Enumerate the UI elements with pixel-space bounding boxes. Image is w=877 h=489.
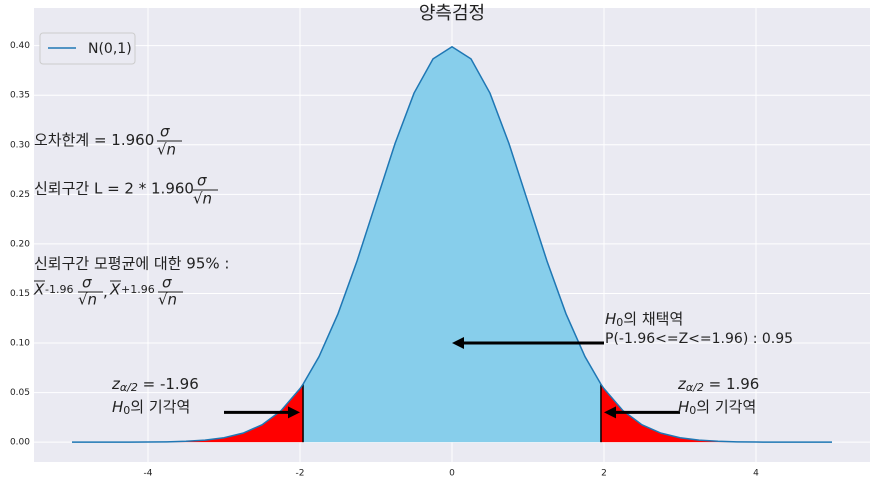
y-tick-label: 0.05 [10,388,30,398]
annotation: , [103,283,108,301]
annotation-text: 오차한계 = 1.960 [34,131,154,149]
x-tick-label: 0 [449,469,455,479]
annotation: H0의 채택역 [605,310,683,330]
x-tick-label: 4 [753,469,759,479]
annotation: zα/2 = -1.96 [111,375,199,395]
annotation: σ [160,123,170,141]
annotation-text: H [678,398,689,416]
annotation: √n [157,141,176,159]
annotation: +1.96 [121,283,155,296]
annotation-text: 0 [689,404,696,417]
chart-title: 양측검정 [419,3,485,24]
y-tick-label: 0.10 [10,339,30,349]
marks [71,45,833,443]
y-tick-label: 0.15 [10,289,30,299]
legend-label: N(0,1) [88,41,132,57]
annotation-text: H [605,310,616,328]
reject-region [72,384,304,443]
y-tick-label: 0.40 [10,41,30,51]
annotation: H0의 기각역 [112,398,190,418]
annotation-text: 의 채택역 [623,310,683,328]
annotations: 오차한계 = 1.960 σ √n 신뢰구간 L = 2 * 1.960 σ √… [33,123,793,418]
annotation-text: 0 [616,316,623,329]
annotation: H0의 기각역 [678,398,756,418]
annotation: 오차한계 = 1.960 [34,131,154,149]
annotation: -1.96 [45,283,73,296]
annotation: σ [197,172,207,190]
arrow-head [452,337,464,350]
x-tick-label: -2 [296,469,305,479]
annotation-text: z [677,375,687,393]
y-tick-label: 0.25 [10,190,30,200]
arrow-head [288,406,300,419]
y-tick-label: 0.35 [10,91,30,101]
annotation-text: H [112,398,123,416]
annotation-text: 의 기각역 [130,398,190,416]
annotation-text: z [111,375,121,393]
annotation: √n [78,291,97,309]
annotation-text: = 1.96 [704,375,760,393]
x-tick-label: -4 [144,469,153,479]
annotation-text: α/2 [120,381,138,394]
line [71,45,833,443]
annotation: √n [158,291,177,309]
y-tick-label: 0.30 [10,140,30,150]
y-tick-label: 0.20 [10,239,30,249]
annotation: X [109,281,121,299]
y-tick-label: 0.00 [10,438,30,448]
annotation: X [33,281,45,299]
arrow-head [604,406,616,419]
annotation: √n [193,190,212,208]
legend-box [39,32,136,65]
annotation: P(-1.96<=Z<=1.96) : 0.95 [605,331,793,347]
annotation-text: 0 [123,404,130,417]
annotation-text: = -1.96 [138,375,199,393]
x-tick-label: 2 [601,469,607,479]
annotation: σ [82,274,92,292]
annotation: zα/2 = 1.96 [677,375,759,395]
annotation: σ [162,274,172,292]
annotation-text: α/2 [686,381,704,394]
reject-region [600,384,832,443]
annotation-text: 의 기각역 [696,398,756,416]
legend: N(0,1) [39,32,136,65]
annotation: 신뢰구간 L = 2 * 1.960 [34,180,194,198]
annotation: 신뢰구간 모평균에 대한 95% : [34,255,229,273]
